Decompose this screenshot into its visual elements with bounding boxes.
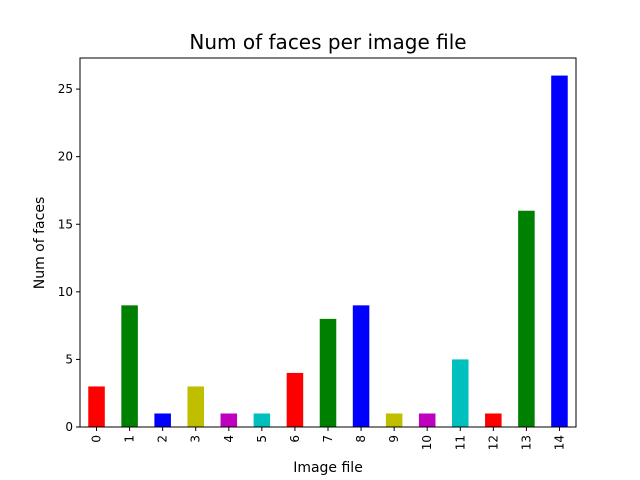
x-axis: 0 1 2 3 4 5 6 7 8 9 10 11 12 13 14 — [90, 427, 566, 450]
y-tick-label-20: 20 — [58, 150, 73, 164]
x-tick-label-13: 13 — [519, 435, 533, 450]
chart-title: Num of faces per image file — [189, 30, 466, 54]
x-tick-label-8: 8 — [354, 435, 368, 443]
y-axis-label: Num of faces — [32, 197, 48, 290]
bar-2 — [154, 413, 171, 427]
bar-14 — [551, 75, 568, 428]
bar-1 — [121, 305, 138, 427]
x-tick-label-11: 11 — [453, 435, 467, 450]
x-tick-label-0: 0 — [90, 435, 104, 443]
bar-7 — [319, 318, 337, 427]
x-tick-label-2: 2 — [156, 435, 170, 443]
x-tick-label-1: 1 — [123, 435, 137, 443]
y-tick-label-0: 0 — [65, 420, 73, 434]
bar-6 — [286, 372, 304, 427]
bar-10 — [418, 413, 436, 427]
bar-12 — [485, 413, 502, 427]
x-tick-label-9: 9 — [387, 435, 401, 443]
bar-4 — [220, 413, 238, 427]
bars-group — [88, 75, 568, 428]
y-tick-label-15: 15 — [58, 217, 73, 231]
y-tick-label-25: 25 — [58, 82, 73, 96]
x-tick-label-7: 7 — [321, 435, 335, 443]
bar-8 — [352, 305, 370, 427]
bar-13 — [518, 210, 535, 427]
x-tick-label-5: 5 — [255, 435, 269, 443]
bar-9 — [385, 413, 403, 427]
x-tick-label-10: 10 — [420, 435, 434, 450]
bar-11 — [452, 359, 469, 427]
bar-0 — [88, 386, 105, 427]
x-tick-label-12: 12 — [486, 435, 500, 450]
x-tick-label-14: 14 — [552, 435, 566, 450]
y-axis: 0 5 10 15 20 25 — [58, 82, 80, 434]
x-tick-label-6: 6 — [288, 435, 302, 443]
bar-3 — [187, 386, 204, 427]
y-tick-label-10: 10 — [58, 285, 73, 299]
y-tick-label-5: 5 — [65, 352, 73, 366]
x-tick-label-4: 4 — [222, 435, 236, 443]
x-tick-label-3: 3 — [189, 435, 203, 443]
bar-5 — [253, 413, 271, 427]
x-axis-label: Image file — [293, 460, 363, 476]
